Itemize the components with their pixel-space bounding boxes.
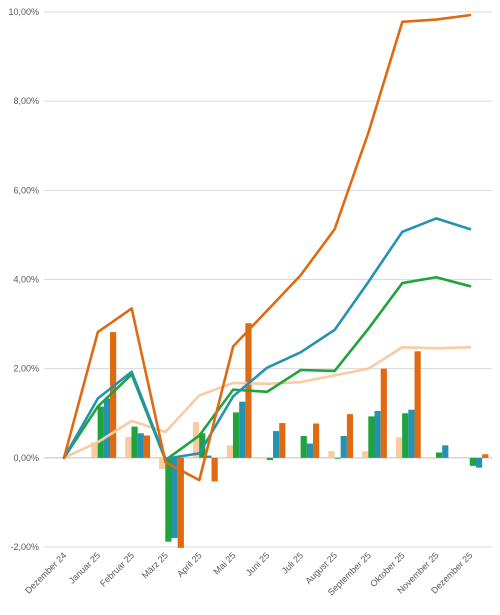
x-tick-label: Dezember 24 xyxy=(23,550,68,595)
bar xyxy=(279,423,286,458)
x-tick-label: April 25 xyxy=(175,550,204,579)
bar xyxy=(395,437,403,458)
bar xyxy=(110,332,117,458)
bar xyxy=(137,433,144,458)
x-tick-label: Februar 25 xyxy=(98,550,136,588)
series-line xyxy=(62,345,472,460)
y-tick-label: 0,00% xyxy=(13,453,39,463)
bar xyxy=(199,433,206,458)
bar xyxy=(97,406,104,458)
bar xyxy=(131,426,138,458)
bars xyxy=(91,323,489,548)
x-tick-label: Juli 25 xyxy=(280,550,305,575)
bar xyxy=(103,398,111,458)
bar xyxy=(143,435,151,458)
bar xyxy=(442,445,449,458)
bar xyxy=(300,435,307,458)
y-tick-label: 2,00% xyxy=(13,364,39,374)
bar xyxy=(226,445,233,458)
y-tick-labels: -2,00% 0,00% 2,00% 4,00% 6,00% 8,00% 10,00% xyxy=(8,7,39,552)
bar xyxy=(306,443,314,458)
bar xyxy=(125,436,132,458)
bar xyxy=(273,431,280,458)
x-tick-label: März 25 xyxy=(140,550,170,580)
bar xyxy=(192,422,200,458)
bar xyxy=(482,454,489,458)
bar xyxy=(211,457,218,482)
x-tick-label: Juni 25 xyxy=(244,550,272,578)
bar xyxy=(260,457,267,459)
x-tick-label: Mai 25 xyxy=(211,550,237,576)
bar xyxy=(368,416,375,458)
series-lines xyxy=(62,13,472,482)
x-tick-label: Januar 25 xyxy=(67,550,102,585)
bar xyxy=(239,401,246,458)
bar xyxy=(328,451,335,458)
bar xyxy=(177,457,184,548)
x-tick-label: August 25 xyxy=(303,550,339,586)
bar xyxy=(159,457,166,469)
bar xyxy=(232,412,240,458)
bar xyxy=(476,457,483,468)
y-tick-label: 8,00% xyxy=(13,96,39,106)
bar xyxy=(380,368,387,458)
bar xyxy=(91,442,98,458)
bar xyxy=(402,413,409,458)
bar xyxy=(414,351,421,458)
y-tick-label: 4,00% xyxy=(13,275,39,285)
bar xyxy=(334,457,341,459)
bar xyxy=(165,457,172,542)
bar xyxy=(408,409,415,458)
bar xyxy=(435,452,443,458)
y-tick-label: 10,00% xyxy=(8,7,39,17)
bar xyxy=(362,451,369,458)
bar xyxy=(266,457,273,461)
bar xyxy=(340,435,347,458)
bar xyxy=(205,455,212,458)
bar xyxy=(313,423,320,458)
bar xyxy=(429,457,436,459)
series-line xyxy=(62,217,472,461)
y-tick-label: 6,00% xyxy=(13,185,39,195)
bar xyxy=(171,457,178,539)
y-tick-label: -2,00% xyxy=(10,542,39,552)
bar xyxy=(374,411,381,458)
series-line xyxy=(62,13,472,482)
bar xyxy=(469,457,476,466)
bar xyxy=(346,414,354,458)
